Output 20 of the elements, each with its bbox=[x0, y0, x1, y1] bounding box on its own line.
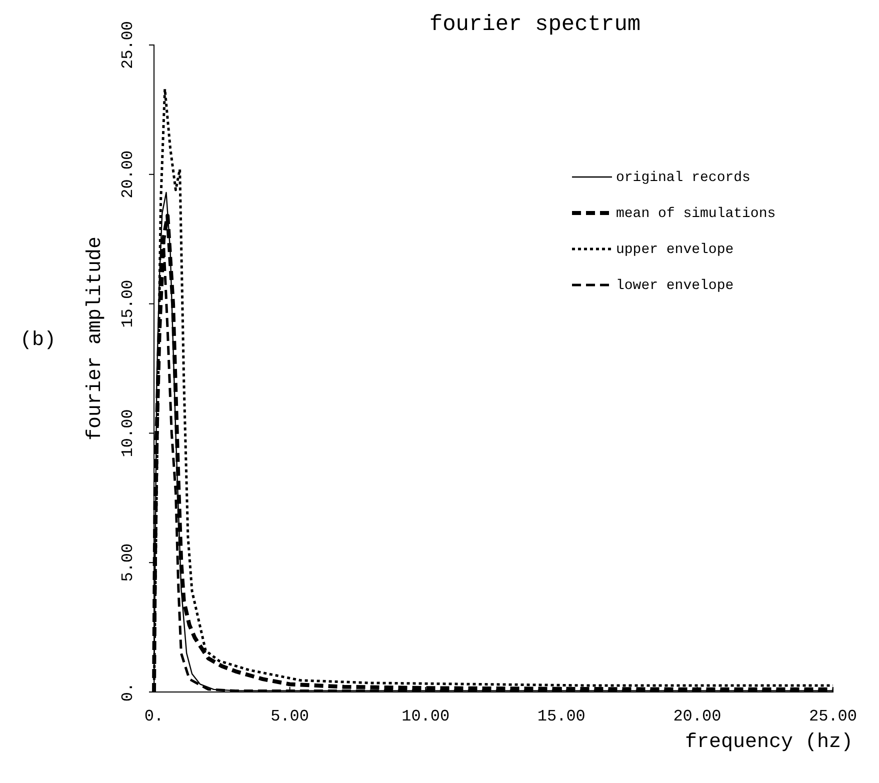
y-axis-title: fourier amplitude bbox=[84, 236, 107, 441]
y-tick-label: 0. bbox=[119, 682, 137, 702]
y-tick-label: 5.00 bbox=[119, 543, 137, 582]
x-tick-label: 10.00 bbox=[402, 708, 450, 726]
y-tick-label: 15.00 bbox=[119, 280, 137, 328]
legend-label: mean of simulations bbox=[616, 206, 776, 222]
y-tick-label: 10.00 bbox=[119, 409, 137, 458]
y-tick-label: 20.00 bbox=[119, 150, 137, 198]
legend-label: original records bbox=[616, 170, 750, 186]
x-axis-title: frequency (hz) bbox=[684, 731, 853, 754]
legend-label: upper envelope bbox=[616, 242, 734, 258]
chart-title: fourier spectrum bbox=[429, 12, 641, 37]
x-tick-label: 25.00 bbox=[808, 708, 858, 726]
x-tick-label: 15.00 bbox=[537, 708, 586, 726]
y-tick-label: 25.00 bbox=[119, 20, 137, 70]
text: (b) bbox=[20, 329, 56, 352]
x-tick-label: 5.00 bbox=[270, 708, 310, 726]
legend-label: lower envelope bbox=[616, 278, 734, 294]
x-tick-label: 20.00 bbox=[673, 708, 722, 726]
x-tick-label: 0. bbox=[144, 708, 164, 726]
